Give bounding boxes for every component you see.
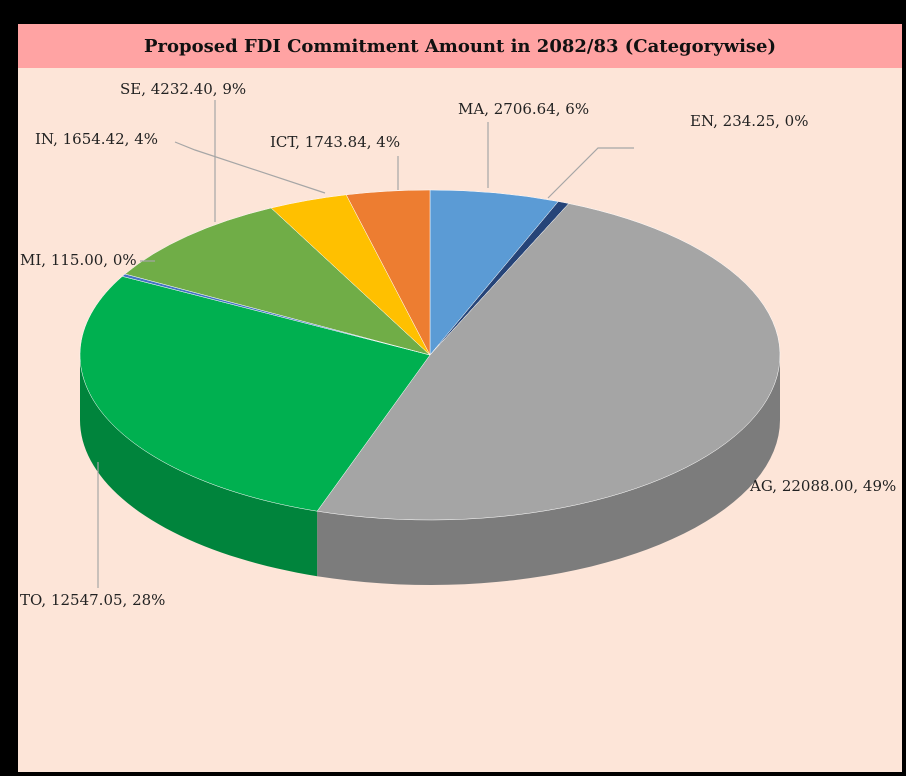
slice: [316, 203, 781, 521]
slice: [429, 189, 559, 356]
slice-side: [80, 355, 318, 577]
data-label: TO, 12547.05, 28%: [20, 591, 165, 609]
slice: [345, 189, 431, 356]
data-label: MI, 115.00, 0%: [20, 251, 137, 269]
data-label: AG, 22088.00, 49%: [749, 477, 896, 495]
chart-title: Proposed FDI Commitment Amount in 2082/8…: [144, 36, 776, 57]
data-label: ICT, 1743.84, 4%: [270, 133, 400, 151]
title-bar: [18, 24, 902, 68]
data-label: EN, 234.25, 0%: [690, 112, 808, 130]
pie-sides: [80, 355, 780, 585]
leader-line: [174, 141, 326, 194]
pie-tops: [79, 189, 781, 521]
data-label: MA, 2706.64, 6%: [458, 100, 589, 118]
data-labels: MA, 2706.64, 6% EN, 234.25, 0% AG, 22088.0…: [20, 80, 896, 609]
leader-line: [547, 147, 634, 199]
data-label: IN, 1654.42, 4%: [35, 130, 158, 148]
slice: [124, 207, 431, 356]
slice-side: [317, 355, 780, 585]
data-label: SE, 4232.40, 9%: [120, 80, 246, 98]
slice: [79, 276, 431, 512]
